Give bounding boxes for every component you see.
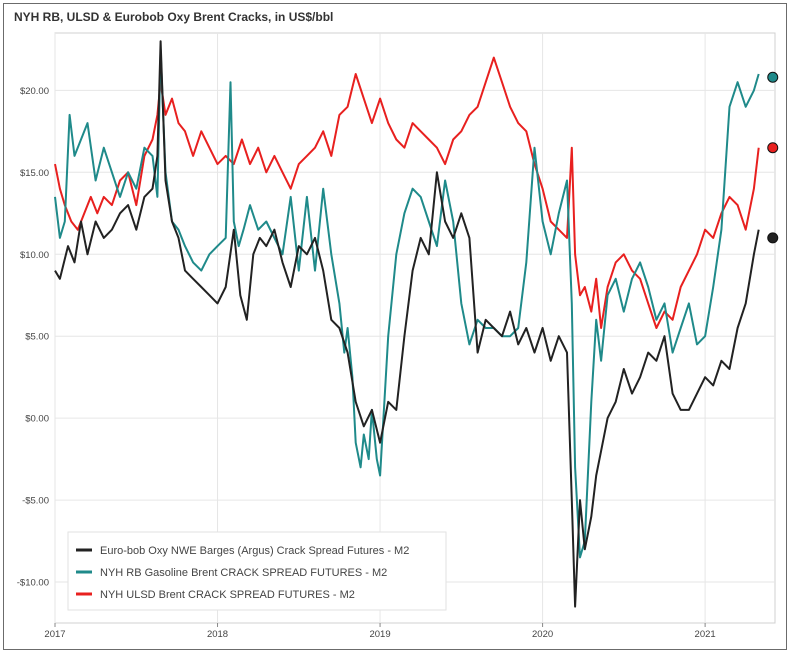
legend-label: NYH ULSD Brent CRACK SPREAD FUTURES - M2 [100,589,355,601]
series-line-0 [54,40,760,608]
y-tick-label: $10.00 [20,250,49,261]
legend-box [67,531,447,611]
y-tick-label: -$5.00 [22,496,49,507]
legend-label: NYH RB Gasoline Brent CRACK SPREAD FUTUR… [100,567,387,579]
y-tick-label: $5.00 [25,332,49,343]
y-tick-label: $20.00 [20,86,49,97]
grid-layer [54,32,776,624]
plot-area [54,32,776,624]
y-tick-label: $15.00 [20,168,49,179]
series-layer [54,40,760,608]
chart-title: NYH RB, ULSD & Eurobob Oxy Brent Cracks,… [14,10,334,24]
end-marker-0 [767,232,779,244]
x-tick-label: 2019 [369,629,390,640]
legend-label: Euro-bob Oxy NWE Barges (Argus) Crack Sp… [100,545,409,557]
x-tick-label: 2021 [695,629,716,640]
end-marker-1 [767,71,779,83]
legend: Euro-bob Oxy NWE Barges (Argus) Crack Sp… [67,531,447,611]
end-marker-2 [767,142,779,154]
x-tick-label: 2018 [207,629,228,640]
x-tick-label: 2020 [532,629,553,640]
axis-layer: -$10.00 -$5.00 $0.00 $5.00 $10.00 $15.00 $20.0… [17,86,716,640]
x-tick-label: 2017 [44,629,65,640]
y-tick-label: -$10.00 [17,578,49,589]
y-tick-label: $0.00 [25,414,49,425]
end-marker-layer [767,71,779,244]
